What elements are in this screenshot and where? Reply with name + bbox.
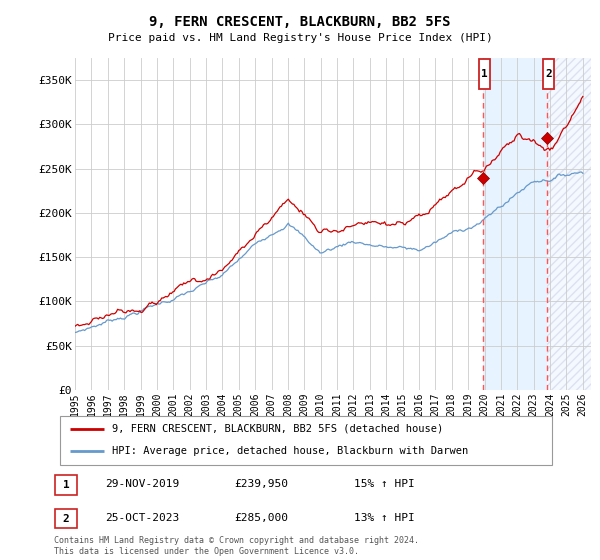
Text: 29-NOV-2019: 29-NOV-2019 (105, 479, 179, 489)
Text: 9, FERN CRESCENT, BLACKBURN, BB2 5FS: 9, FERN CRESCENT, BLACKBURN, BB2 5FS (149, 15, 451, 29)
Text: Price paid vs. HM Land Registry's House Price Index (HPI): Price paid vs. HM Land Registry's House … (107, 33, 493, 43)
Text: 13% ↑ HPI: 13% ↑ HPI (354, 513, 415, 523)
FancyBboxPatch shape (479, 59, 490, 90)
Text: Contains HM Land Registry data © Crown copyright and database right 2024.
This d: Contains HM Land Registry data © Crown c… (54, 536, 419, 556)
Bar (483, 58, 547, 390)
Text: 2: 2 (545, 68, 552, 78)
FancyBboxPatch shape (543, 59, 554, 90)
FancyBboxPatch shape (55, 509, 77, 528)
FancyBboxPatch shape (60, 416, 552, 465)
Bar (547, 58, 591, 390)
Text: 15% ↑ HPI: 15% ↑ HPI (354, 479, 415, 489)
Text: 1: 1 (62, 480, 70, 490)
Text: 2: 2 (62, 514, 70, 524)
Text: £239,950: £239,950 (234, 479, 288, 489)
FancyBboxPatch shape (55, 475, 77, 494)
Text: £285,000: £285,000 (234, 513, 288, 523)
Text: 25-OCT-2023: 25-OCT-2023 (105, 513, 179, 523)
Text: HPI: Average price, detached house, Blackburn with Darwen: HPI: Average price, detached house, Blac… (112, 446, 468, 456)
Text: 9, FERN CRESCENT, BLACKBURN, BB2 5FS (detached house): 9, FERN CRESCENT, BLACKBURN, BB2 5FS (de… (112, 424, 443, 434)
Text: 1: 1 (481, 68, 488, 78)
